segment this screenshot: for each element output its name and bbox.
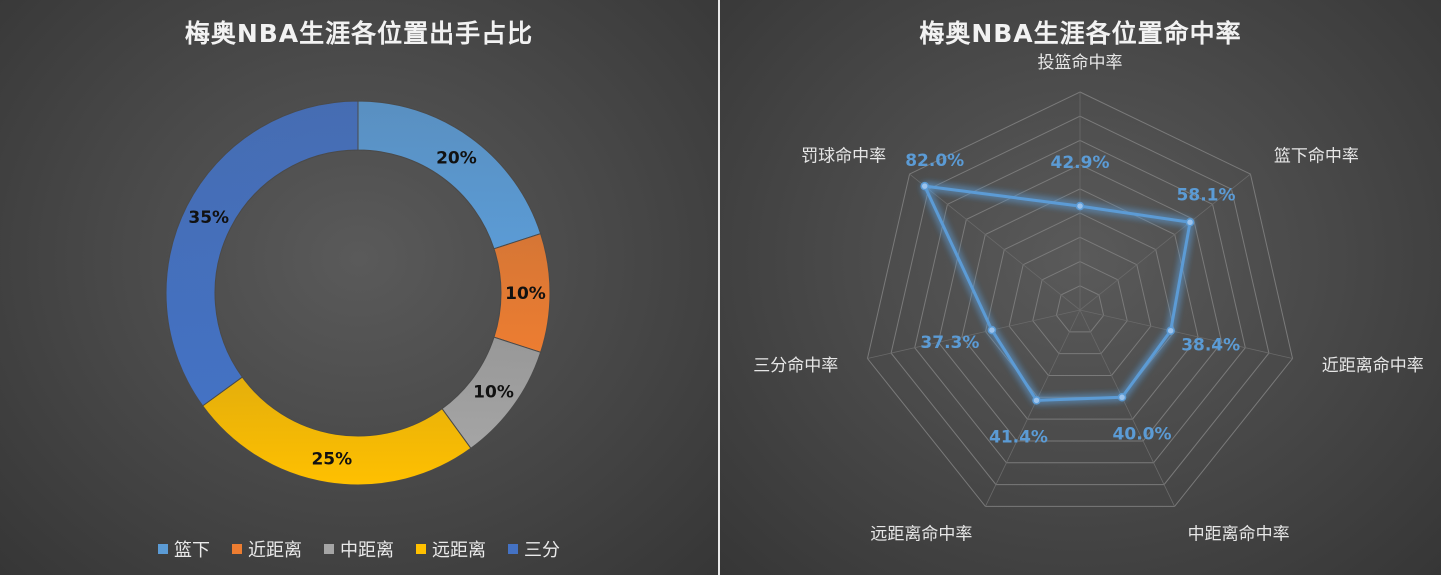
- radar-category-label: 三分命中率: [753, 356, 838, 376]
- radar-grid-ring: [961, 188, 1199, 420]
- panel-divider: [718, 0, 720, 575]
- donut-legend-label: 近距离: [248, 540, 302, 561]
- radar-spoke: [1079, 173, 1251, 311]
- radar-category-label: 中距离命中率: [1188, 524, 1290, 544]
- radar-spoke: [909, 173, 1081, 311]
- donut-legend-swatch: [508, 544, 518, 554]
- donut-slice-label-3: 25%: [311, 449, 352, 469]
- radar-chart-title: 梅奥NBA生涯各位置命中率: [919, 19, 1242, 48]
- donut-slice-label-4: 35%: [188, 208, 229, 228]
- radar-category-label: 篮下命中率: [1274, 146, 1359, 166]
- radar-category-label: 近距离命中率: [1322, 356, 1424, 376]
- donut-slice-0: [357, 100, 542, 250]
- radar-chart-panel: 梅奥NBA生涯各位置命中率 投篮命中率篮下命中率近距离命中率中距离命中率 远距离命…: [720, 0, 1441, 575]
- donut-legend-swatch: [232, 544, 242, 554]
- radar-spoke: [985, 309, 1081, 507]
- donut-legend-item: 中距离: [324, 536, 394, 562]
- radar-spoke: [867, 309, 1081, 359]
- donut-legend-label: 远距离: [432, 540, 486, 561]
- donut-legend-swatch: [158, 544, 168, 554]
- radar-grid-ring: [914, 139, 1246, 464]
- donut-legend-label: 中距离: [340, 540, 394, 561]
- donut-slice-label-2: 10%: [473, 382, 514, 402]
- donut-legend-label: 三分: [524, 540, 560, 561]
- radar-data-label: 42.9%: [1051, 153, 1110, 173]
- radar-grid-ring: [890, 115, 1270, 486]
- radar-point: [1185, 218, 1195, 227]
- radar-point: [1166, 326, 1175, 335]
- donut-legend-label: 篮下: [174, 540, 210, 561]
- radar-spoke: [1079, 309, 1175, 507]
- donut-slice-label-0: 20%: [436, 148, 477, 168]
- donut-legend-swatch: [416, 544, 426, 554]
- radar-grid-ring: [1008, 236, 1152, 376]
- radar-spoke: [1079, 309, 1293, 359]
- donut-legend-item: 近距离: [232, 536, 302, 562]
- donut-legend-item: 远距离: [416, 536, 486, 562]
- radar-data-label: 58.1%: [1177, 185, 1236, 205]
- donut-legend-item: 篮下: [158, 536, 210, 562]
- donut-chart-title: 梅奥NBA生涯各位置出手占比: [184, 19, 534, 48]
- radar-grid-ring: [937, 164, 1223, 442]
- radar-data-label: 41.4%: [989, 427, 1048, 447]
- radar-data-label: 40.0%: [1113, 424, 1172, 444]
- donut-legend-swatch: [324, 544, 334, 554]
- radar-category-label: 罚球命中率: [801, 146, 886, 166]
- radar-point: [920, 181, 929, 191]
- donut-chart: 20% 10% 10% 25% 35%: [165, 100, 551, 486]
- radar-grid-ring: [866, 91, 1294, 507]
- radar-point: [1117, 393, 1127, 402]
- donut-slice-4: [165, 100, 359, 407]
- radar-point: [1075, 201, 1085, 211]
- radar-category-label: 投篮命中率: [1038, 53, 1123, 73]
- donut-chart-panel: 梅奥NBA生涯各位置出手占比 20% 10% 10% 25% 35% 篮下 近距离 中距离 远…: [0, 0, 718, 575]
- radar-data-label: 38.4%: [1181, 336, 1240, 356]
- radar-data-label: 82.0%: [905, 151, 964, 171]
- radar-grid-ring: [1032, 261, 1128, 355]
- radar-grid-ring: [984, 212, 1176, 398]
- radar-category-label: 远距离命中率: [870, 524, 972, 544]
- radar-data-label: 37.3%: [920, 333, 979, 353]
- donut-legend: 篮下 近距离 中距离 远距离 三分: [0, 536, 718, 562]
- radar-point: [987, 325, 997, 335]
- radar-point: [1032, 396, 1041, 405]
- radar-series-line: [923, 184, 1192, 402]
- radar-grid-ring: [1055, 285, 1105, 333]
- donut-legend-item: 三分: [508, 536, 560, 562]
- donut-slice-label-1: 10%: [505, 284, 546, 304]
